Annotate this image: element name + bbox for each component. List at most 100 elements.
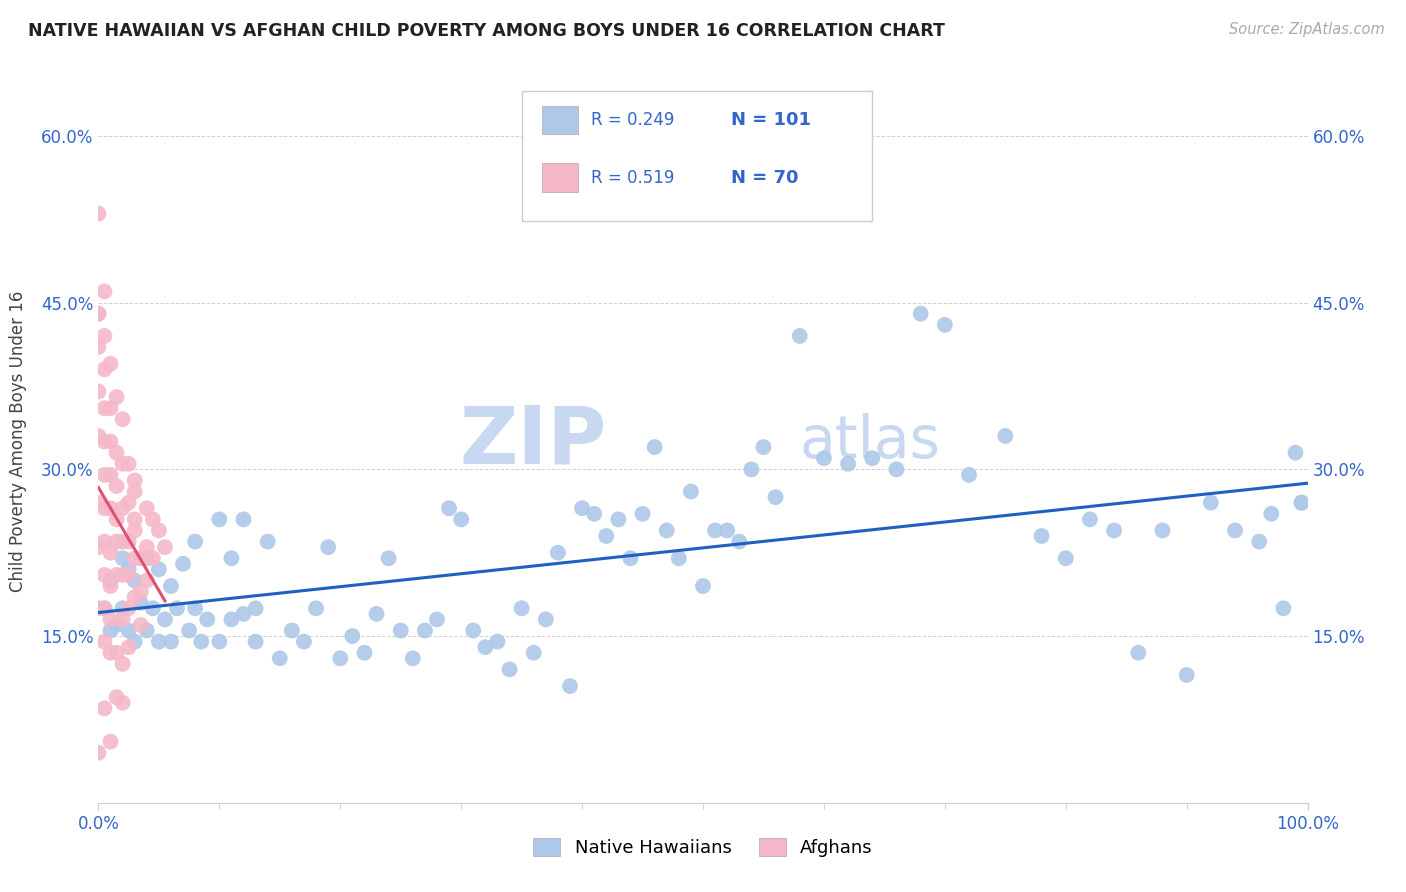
Point — [100, 612, 122, 626]
Point — [1291, 496, 1313, 510]
Point — [100, 624, 122, 638]
Point — [1284, 445, 1306, 459]
Text: N = 70: N = 70 — [731, 169, 799, 186]
Point — [692, 579, 714, 593]
Point — [111, 412, 134, 426]
Point — [957, 467, 980, 482]
Point — [329, 651, 352, 665]
Point — [124, 512, 146, 526]
Point — [221, 551, 243, 566]
Point — [111, 457, 134, 471]
Point — [765, 490, 787, 504]
Point — [534, 612, 557, 626]
Point — [1031, 529, 1053, 543]
Point — [100, 734, 122, 748]
Point — [124, 484, 146, 499]
Point — [752, 440, 775, 454]
Point — [179, 624, 201, 638]
Point — [523, 646, 546, 660]
Point — [93, 362, 115, 376]
Point — [305, 601, 328, 615]
Point — [245, 634, 267, 648]
Point — [450, 512, 472, 526]
Point — [87, 207, 110, 221]
Point — [789, 329, 811, 343]
Point — [93, 634, 115, 648]
Point — [316, 540, 339, 554]
Point — [111, 501, 134, 516]
Point — [413, 624, 436, 638]
Point — [716, 524, 738, 538]
Point — [111, 534, 134, 549]
Point — [124, 474, 146, 488]
Point — [100, 467, 122, 482]
Point — [910, 307, 932, 321]
Point — [93, 601, 115, 615]
Point — [124, 524, 146, 538]
Point — [118, 624, 141, 638]
Point — [571, 501, 593, 516]
Point — [583, 507, 606, 521]
Point — [129, 551, 152, 566]
Point — [100, 579, 122, 593]
FancyBboxPatch shape — [543, 105, 578, 135]
Point — [221, 612, 243, 626]
Point — [195, 612, 218, 626]
Point — [377, 551, 399, 566]
Point — [105, 512, 128, 526]
Point — [105, 390, 128, 404]
Point — [129, 596, 152, 610]
Point — [118, 457, 141, 471]
Point — [245, 601, 267, 615]
Point — [93, 568, 115, 582]
Point — [148, 524, 170, 538]
Point — [118, 496, 141, 510]
Point — [118, 640, 141, 655]
Point — [281, 624, 304, 638]
Point — [142, 601, 165, 615]
Point — [100, 646, 122, 660]
Point — [837, 457, 859, 471]
Point — [184, 601, 207, 615]
Point — [402, 651, 425, 665]
Point — [118, 534, 141, 549]
Point — [135, 624, 157, 638]
Point — [100, 501, 122, 516]
Point — [1175, 668, 1198, 682]
Point — [105, 690, 128, 705]
Point — [100, 434, 122, 449]
Point — [342, 629, 364, 643]
Point — [148, 634, 170, 648]
Point — [166, 601, 188, 615]
Point — [93, 701, 115, 715]
Point — [1249, 534, 1271, 549]
Point — [269, 651, 291, 665]
Point — [93, 285, 115, 299]
Point — [111, 612, 134, 626]
Point — [655, 524, 678, 538]
Point — [93, 467, 115, 482]
Text: atlas: atlas — [800, 413, 941, 470]
Point — [129, 618, 152, 632]
Point — [105, 568, 128, 582]
Point — [93, 401, 115, 416]
Point — [232, 512, 254, 526]
Point — [93, 434, 115, 449]
Point — [1128, 646, 1150, 660]
Point — [704, 524, 727, 538]
Point — [105, 445, 128, 459]
Point — [498, 662, 520, 676]
Point — [87, 384, 110, 399]
Point — [510, 601, 533, 615]
Point — [595, 529, 617, 543]
Point — [87, 429, 110, 443]
Point — [486, 634, 509, 648]
Point — [93, 501, 115, 516]
Point — [1102, 524, 1125, 538]
Point — [100, 574, 122, 588]
Point — [111, 568, 134, 582]
Point — [619, 551, 641, 566]
Point — [1291, 496, 1313, 510]
Point — [135, 540, 157, 554]
Point — [172, 557, 194, 571]
